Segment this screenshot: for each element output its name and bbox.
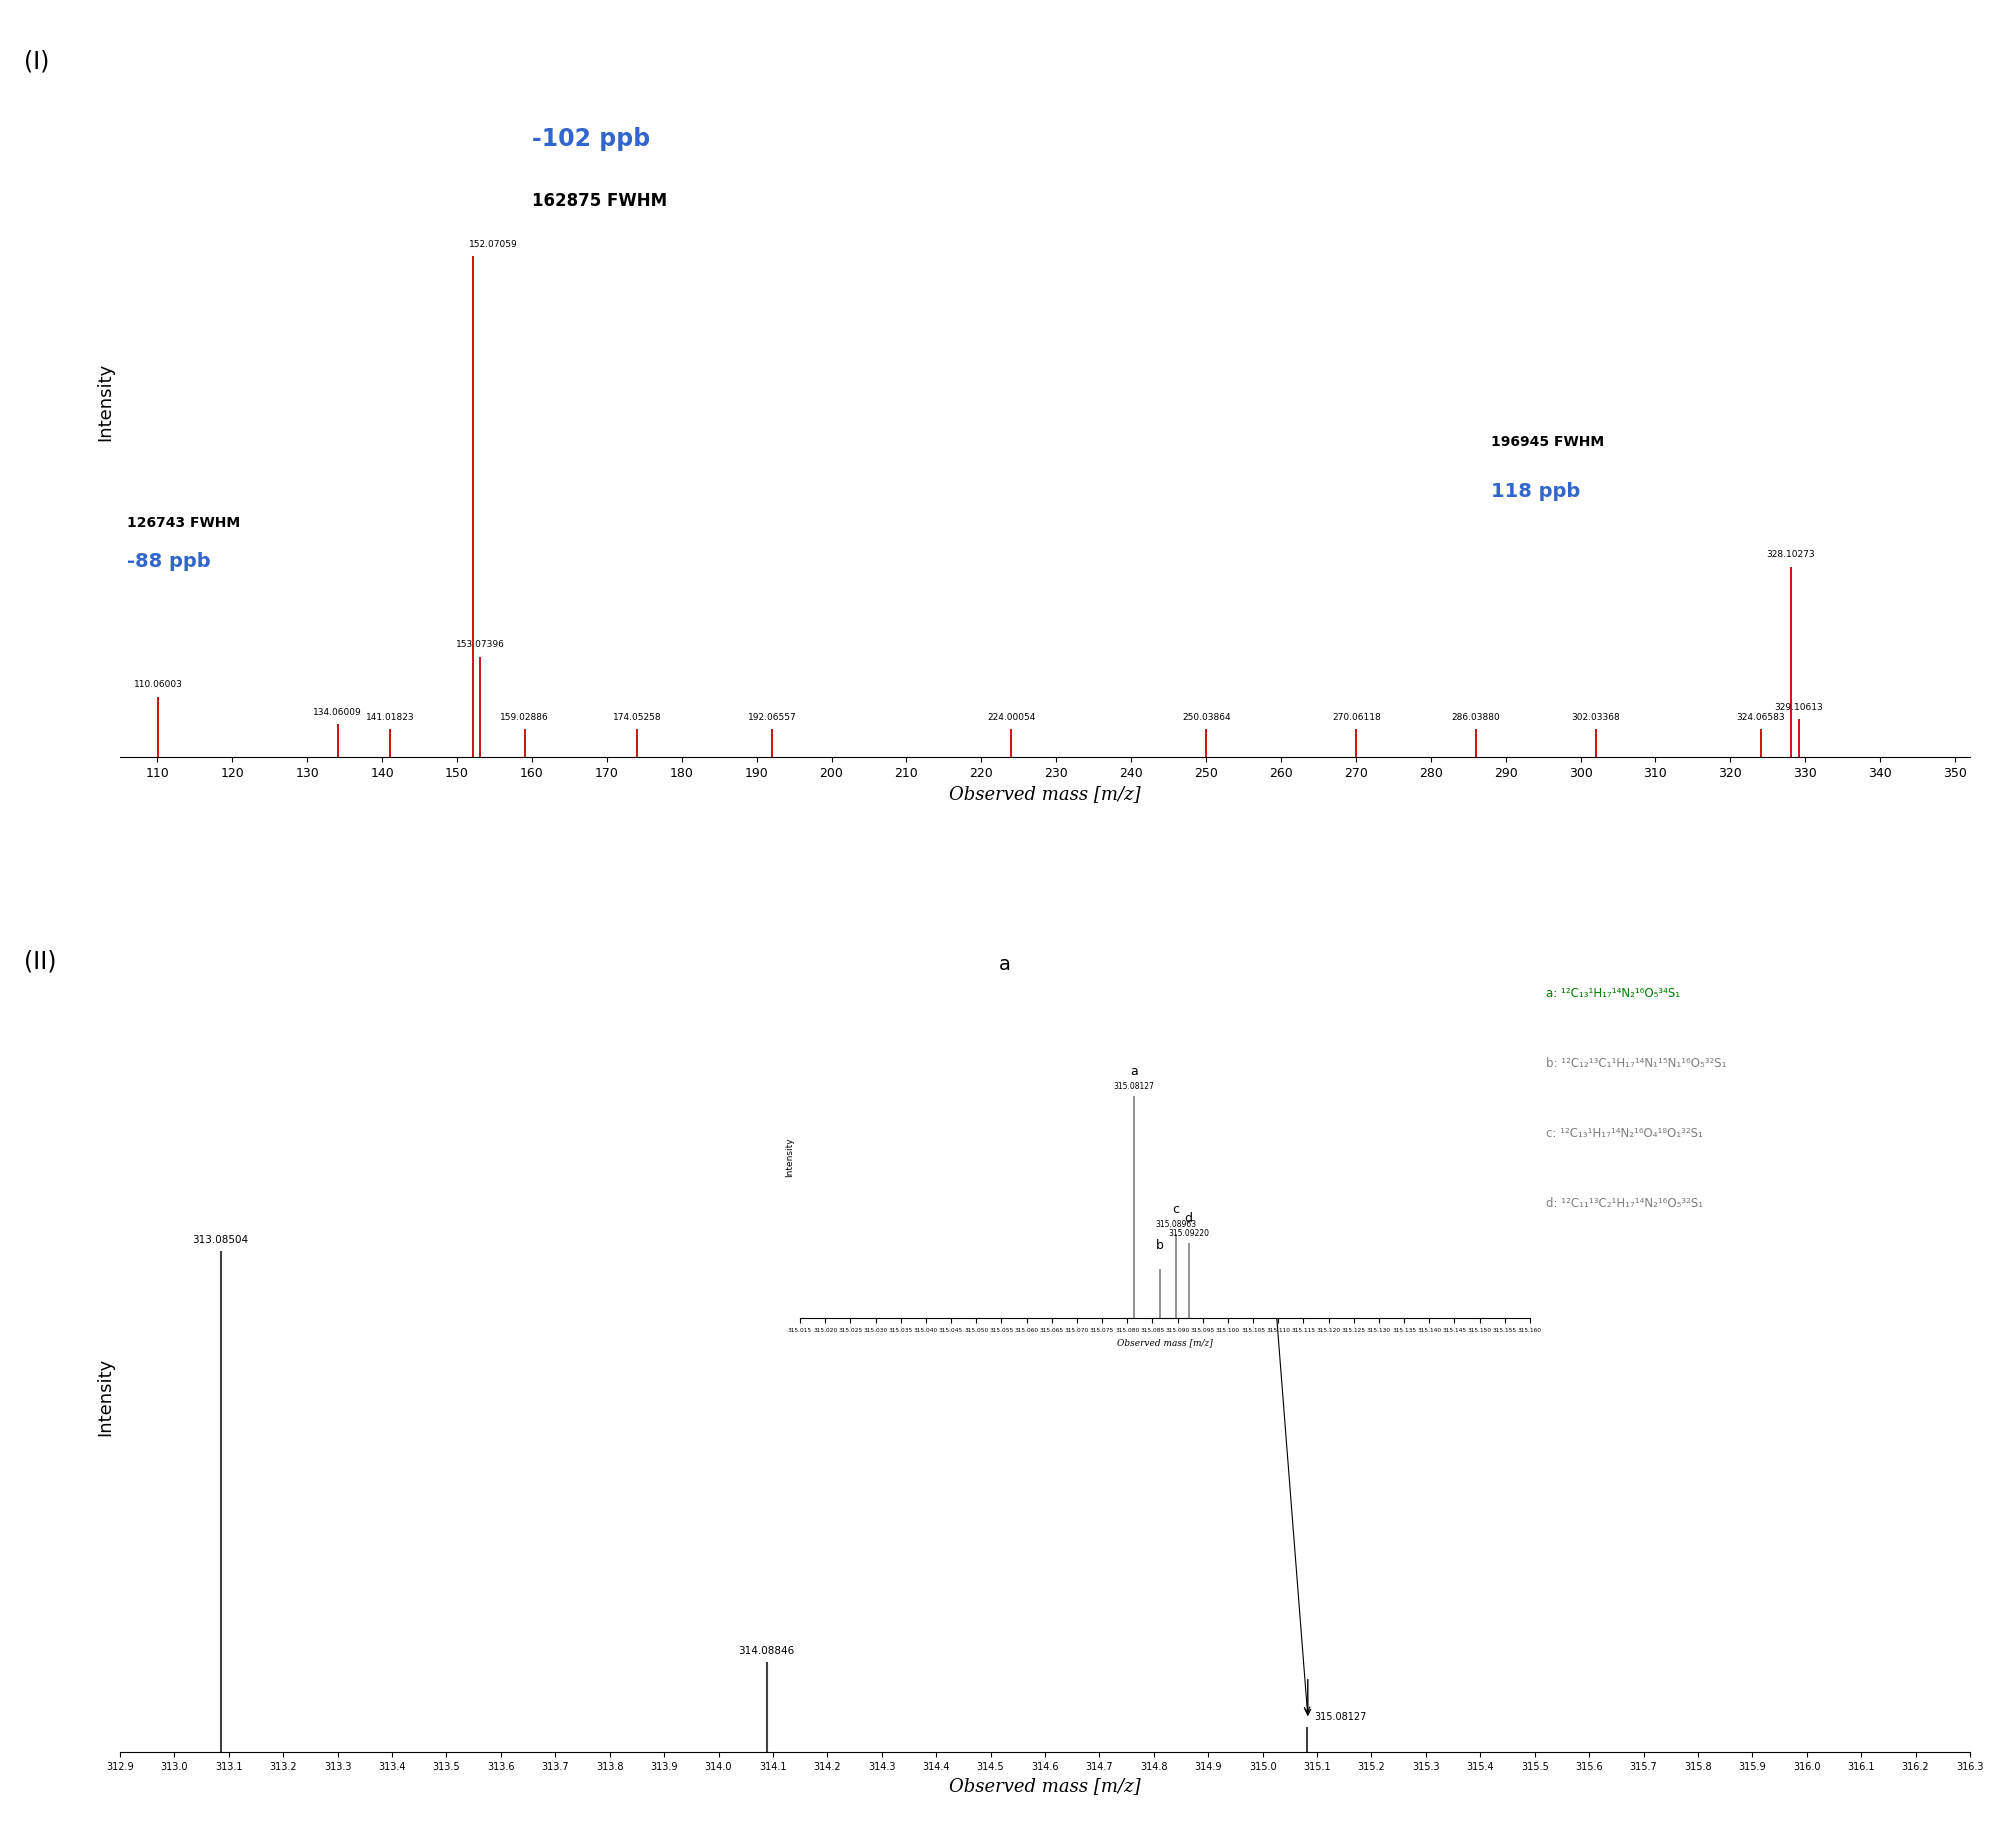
Y-axis label: Intensity: Intensity (96, 1357, 114, 1436)
Text: b: ¹²C₁₂¹³C₁¹H₁₇¹⁴N₁¹⁵N₁¹⁶O₅³²S₁: b: ¹²C₁₂¹³C₁¹H₁₇¹⁴N₁¹⁵N₁¹⁶O₅³²S₁ (1546, 1057, 1726, 1070)
Text: 315.08127: 315.08127 (1314, 1711, 1366, 1722)
Text: 250.03864: 250.03864 (1182, 714, 1230, 721)
Text: a: a (1130, 1066, 1138, 1079)
Text: 315.08127: 315.08127 (1114, 1082, 1154, 1092)
Text: 118 ppb: 118 ppb (1490, 481, 1580, 500)
X-axis label: Observed mass [m/z]: Observed mass [m/z] (950, 1778, 1140, 1794)
Text: 270.06118: 270.06118 (1332, 714, 1380, 721)
Text: 196945 FWHM: 196945 FWHM (1490, 435, 1604, 450)
Text: 141.01823: 141.01823 (366, 714, 414, 721)
Text: c: ¹²C₁₃¹H₁₇¹⁴N₂¹⁶O₄¹⁸O₁³²S₁: c: ¹²C₁₃¹H₁₇¹⁴N₂¹⁶O₄¹⁸O₁³²S₁ (1546, 1127, 1702, 1140)
X-axis label: Observed mass [m/z]: Observed mass [m/z] (1118, 1339, 1212, 1348)
Text: 328.10273: 328.10273 (1766, 550, 1816, 559)
Y-axis label: Intensity: Intensity (786, 1138, 794, 1176)
Text: 286.03880: 286.03880 (1452, 714, 1500, 721)
Text: (II): (II) (24, 950, 56, 974)
Text: 315.09220: 315.09220 (1168, 1230, 1210, 1239)
Text: -102 ppb: -102 ppb (532, 127, 650, 151)
Text: 313.08504: 313.08504 (192, 1235, 248, 1245)
Text: 162875 FWHM: 162875 FWHM (532, 192, 668, 210)
X-axis label: Observed mass [m/z]: Observed mass [m/z] (950, 786, 1140, 804)
Text: (I): (I) (24, 50, 50, 74)
Text: 126743 FWHM: 126743 FWHM (128, 516, 240, 529)
Text: 224.00054: 224.00054 (988, 714, 1036, 721)
Text: 314.08846: 314.08846 (738, 1645, 794, 1656)
Text: a: ¹²C₁₃¹H₁₇¹⁴N₂¹⁶O₅³⁴S₁: a: ¹²C₁₃¹H₁₇¹⁴N₂¹⁶O₅³⁴S₁ (1546, 987, 1680, 999)
Text: d: ¹²C₁₁¹³C₂¹H₁₇¹⁴N₂¹⁶O₅³²S₁: d: ¹²C₁₁¹³C₂¹H₁₇¹⁴N₂¹⁶O₅³²S₁ (1546, 1197, 1704, 1210)
Text: 174.05258: 174.05258 (612, 714, 662, 721)
Text: a: a (998, 955, 1010, 974)
Text: d: d (1184, 1212, 1192, 1224)
Text: A+2: A+2 (1244, 1293, 1280, 1311)
Text: 302.03368: 302.03368 (1572, 714, 1620, 721)
Text: -88 ppb: -88 ppb (128, 551, 212, 570)
Text: 134.06009: 134.06009 (314, 708, 362, 717)
Text: 159.02886: 159.02886 (500, 714, 550, 721)
Text: b: b (1156, 1239, 1164, 1252)
Text: 315.08963: 315.08963 (1156, 1221, 1196, 1230)
Y-axis label: Intensity: Intensity (96, 361, 114, 441)
Text: c: c (1172, 1202, 1180, 1215)
Text: 110.06003: 110.06003 (134, 680, 182, 690)
Text: 192.06557: 192.06557 (748, 714, 796, 721)
Text: 329.10613: 329.10613 (1774, 703, 1822, 712)
Text: 153.07396: 153.07396 (456, 640, 504, 649)
Text: 324.06583: 324.06583 (1736, 714, 1786, 721)
Text: 152.07059: 152.07059 (468, 240, 518, 249)
